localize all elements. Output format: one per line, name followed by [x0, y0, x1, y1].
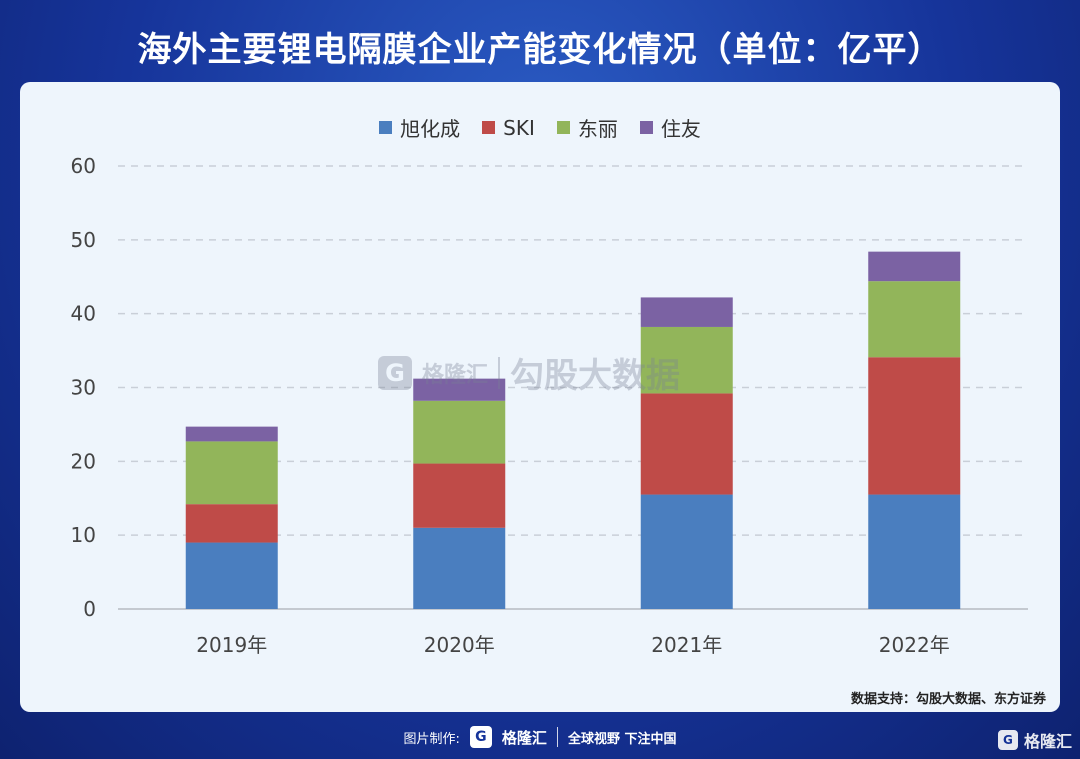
y-tick-label: 10 [71, 523, 96, 547]
legend-item: SKI [482, 113, 535, 142]
legend: 旭化成 SKI 东丽 住友 [0, 113, 1080, 142]
watermark-brand: 格隆汇 [422, 362, 489, 388]
legend-swatch [482, 121, 496, 134]
legend-label: SKI [503, 115, 535, 140]
x-tick-label: 2020年 [424, 633, 495, 657]
legend-item: 住友 [639, 113, 701, 142]
footer-brand: 格隆汇 [501, 728, 547, 747]
bar-segment [640, 326, 733, 394]
legend-item: 东丽 [556, 113, 618, 142]
x-tick-label: 2021年 [651, 633, 722, 657]
bar-segment [185, 441, 278, 505]
watermark: G 格隆汇 勾股大数据 [378, 348, 680, 397]
bar-segment [413, 463, 506, 528]
y-tick-label: 0 [83, 597, 96, 621]
watermark-logo-icon: G [378, 355, 412, 390]
bar-segment [185, 542, 278, 609]
watermark-text: 勾股大数据 [510, 356, 681, 396]
bar-segment [185, 504, 278, 543]
legend-swatch [379, 121, 393, 134]
bar-segment [640, 393, 733, 495]
y-tick-label: 30 [71, 376, 96, 400]
bar-segment [640, 297, 733, 327]
bar-segment [185, 426, 278, 442]
corner-brand: 格隆汇 [1023, 732, 1072, 751]
x-tick-label: 2022年 [879, 633, 950, 657]
footer-divider [556, 727, 558, 747]
legend-label: 东丽 [577, 117, 618, 141]
legend-swatch [639, 121, 653, 134]
chart-title: 海外主要锂电隔膜企业产能变化情况（单位：亿平） [137, 30, 943, 70]
footer-logo-icon: G [469, 726, 492, 748]
bar-segment [413, 378, 506, 401]
bar-segment [868, 494, 961, 609]
corner-logo-icon: G [997, 730, 1018, 750]
bar-segment [868, 251, 961, 282]
footer: 图片制作: G 格隆汇 全球视野 下注中国 [0, 722, 1080, 752]
source-note: 数据支持：勾股大数据、东方证券 [850, 692, 1046, 707]
bar-segment [640, 494, 733, 609]
legend-item: 旭化成 [379, 113, 460, 142]
watermark-divider [498, 356, 501, 389]
y-tick-label: 40 [71, 302, 96, 326]
bar-segment [413, 527, 506, 609]
y-tick-label: 60 [71, 154, 96, 178]
footer-label: 图片制作: [403, 731, 460, 747]
legend-label: 住友 [660, 117, 701, 141]
footer-slogan: 全球视野 下注中国 [567, 731, 677, 747]
y-tick-label: 50 [71, 228, 96, 252]
bar-segment [868, 281, 961, 358]
x-tick-label: 2019年 [196, 633, 267, 657]
legend-label: 旭化成 [400, 117, 461, 141]
corner-logo: G 格隆汇 [997, 728, 1072, 752]
bar-segment [868, 357, 961, 495]
bar-segment [413, 400, 506, 464]
y-tick-label: 20 [71, 449, 96, 473]
legend-swatch [556, 121, 570, 134]
